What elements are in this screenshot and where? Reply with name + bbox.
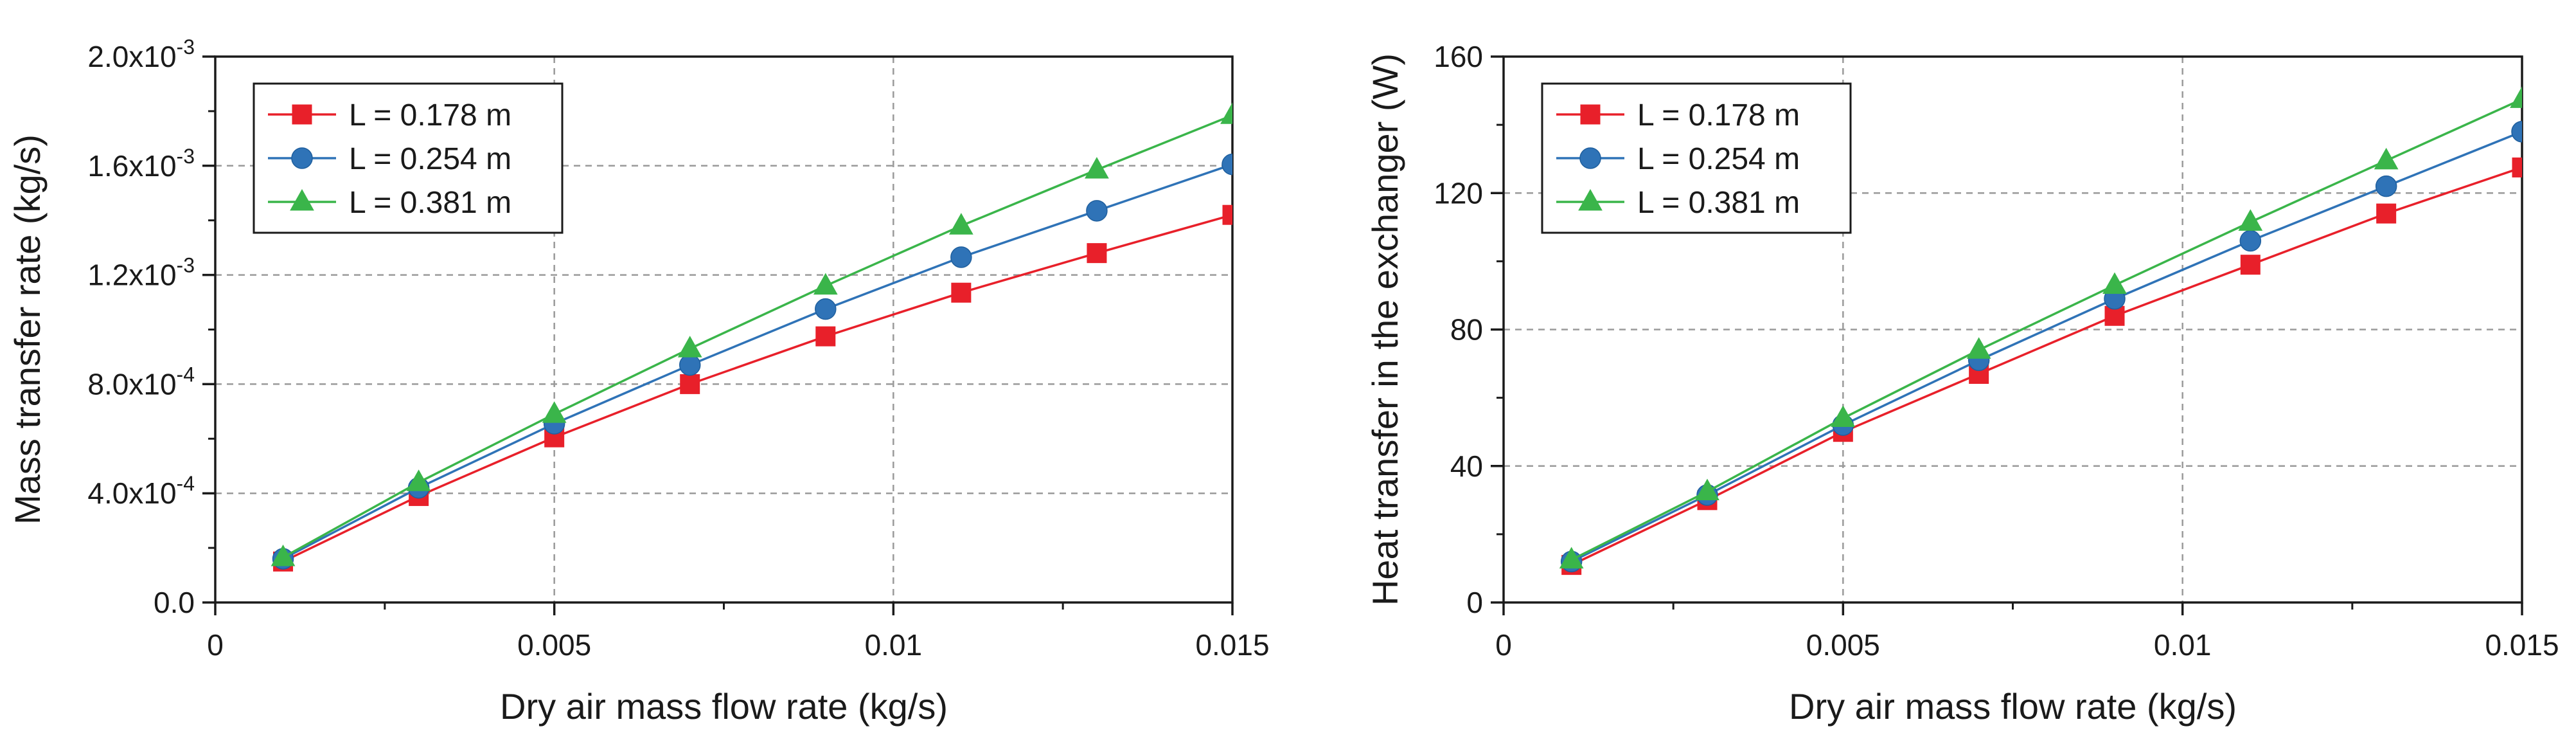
data-point-series-3: [1220, 102, 1232, 124]
data-point-series-2: [1086, 200, 1108, 222]
x-tick-label: 0.01: [865, 628, 923, 662]
y-tick-base: 2.0x10: [87, 40, 176, 73]
data-point-series-1: [951, 282, 972, 303]
y-tick-label: 4.0x10-4: [87, 472, 195, 510]
data-point-series-2: [679, 354, 701, 376]
legend-marker-3: [1578, 188, 1603, 211]
y-axis-label: Heat transfer in the exchanger (W): [1365, 53, 1405, 606]
legend-label-1: L = 0.178 m: [349, 98, 511, 132]
data-point-series-2: [2375, 175, 2397, 197]
y-tick-exponent: -4: [177, 363, 195, 386]
x-tick-label: 0: [207, 628, 224, 662]
y-tick-base: 8.0x10: [87, 367, 176, 401]
data-point-series-2: [1221, 153, 1232, 176]
legend-marker-3: [290, 188, 314, 211]
y-tick-label: 2.0x10-3: [87, 35, 195, 73]
data-point-series-1: [1087, 243, 1107, 264]
series-line-1: [282, 213, 1232, 563]
data-point-series-3: [1559, 547, 1584, 569]
data-point-series-3: [1695, 478, 1719, 501]
y-tick-label: 40: [1450, 449, 1483, 483]
data-point-series-3: [1966, 337, 1991, 359]
data-point-series-2: [815, 298, 837, 320]
x-tick-label: 0.005: [1806, 628, 1880, 662]
y-tick-label: 8.0x10-4: [87, 363, 195, 401]
legend-marker-1: [1580, 104, 1601, 125]
data-point-series-1: [2512, 157, 2522, 177]
data-point-series-3: [542, 401, 567, 423]
series-line-2: [1570, 131, 2522, 563]
y-tick-base: 1.2x10: [87, 258, 176, 292]
y-tick-base: 4.0x10: [87, 476, 176, 510]
data-point-series-1: [680, 374, 700, 394]
data-point-series-3: [2510, 86, 2522, 108]
data-point-series-1: [2376, 203, 2397, 224]
x-axis-label: Dry air mass flow rate (kg/s): [500, 686, 948, 727]
y-tick-label: 0.0: [154, 586, 195, 619]
data-point-series-3: [677, 336, 702, 357]
legend-marker-1: [292, 104, 312, 125]
legend-label-3: L = 0.381 m: [1637, 186, 1800, 220]
data-point-series-1: [1222, 204, 1232, 225]
y-tick-label: 1.2x10-3: [87, 254, 195, 292]
x-tick-label: 0.015: [1195, 628, 1269, 662]
legend: L = 0.178 m L = 0.254 m L = 0.381 m: [1541, 82, 1852, 234]
data-point-series-3: [2102, 272, 2127, 294]
plot-area: [271, 102, 1232, 572]
y-tick-label: 1.6x10-3: [87, 145, 195, 183]
x-axis-label: Dry air mass flow rate (kg/s): [1789, 686, 2237, 727]
heat-transfer-chart: 0 0.005 0.01 0.015 0 40 80 120 160 Dry air mass f…: [1365, 40, 2559, 727]
data-point-series-2: [2239, 230, 2262, 252]
series-line-2: [282, 163, 1232, 560]
x-tick-label: 0.005: [517, 628, 591, 662]
data-point-series-1: [815, 326, 836, 347]
data-point-series-3: [271, 544, 296, 566]
y-tick-base: 1.6x10: [87, 149, 176, 183]
data-point-series-3: [2374, 147, 2399, 170]
x-tick-label: 0.015: [2485, 628, 2559, 662]
series-line-3: [1570, 98, 2522, 561]
x-tick-label: 0.01: [2154, 628, 2212, 662]
y-tick-exponent: -4: [177, 472, 195, 495]
legend-label-2: L = 0.254 m: [1637, 142, 1800, 176]
data-point-series-3: [813, 273, 838, 295]
data-point-series-1: [2240, 255, 2261, 275]
data-point-series-3: [949, 213, 973, 235]
mass-transfer-chart: 0 0.005 0.01 0.0150.04.0x10-48.0x10-41.2x10…: [7, 35, 1270, 727]
y-tick-label: 80: [1450, 313, 1483, 347]
x-tick-label: 0: [1495, 628, 1512, 662]
data-point-series-2: [2511, 120, 2522, 143]
data-point-series-2: [950, 246, 972, 268]
series-line-1: [1570, 166, 2522, 566]
series-line-3: [282, 114, 1232, 559]
data-point-series-3: [1831, 405, 1856, 427]
data-point-series-3: [2238, 209, 2263, 231]
y-axis-label: Mass transfer rate (kg/s): [7, 134, 48, 525]
legend-label-3: L = 0.381 m: [349, 186, 511, 220]
plot-area: [1559, 86, 2522, 575]
data-point-series-3: [1085, 157, 1109, 179]
legend-label-1: L = 0.178 m: [1637, 98, 1800, 132]
y-tick-exponent: -3: [177, 254, 195, 277]
legend-label-2: L = 0.254 m: [349, 142, 511, 176]
legend-marker-2: [1579, 147, 1601, 169]
legend: L = 0.178 m L = 0.254 m L = 0.381 m: [253, 82, 564, 234]
y-tick-label: 120: [1434, 176, 1483, 210]
y-tick-label: 160: [1434, 40, 1483, 73]
y-tick-exponent: -3: [177, 35, 195, 59]
legend-marker-2: [291, 147, 313, 169]
y-tick-exponent: -3: [177, 145, 195, 168]
data-point-series-3: [406, 469, 431, 491]
y-tick-label: 0: [1466, 586, 1483, 619]
